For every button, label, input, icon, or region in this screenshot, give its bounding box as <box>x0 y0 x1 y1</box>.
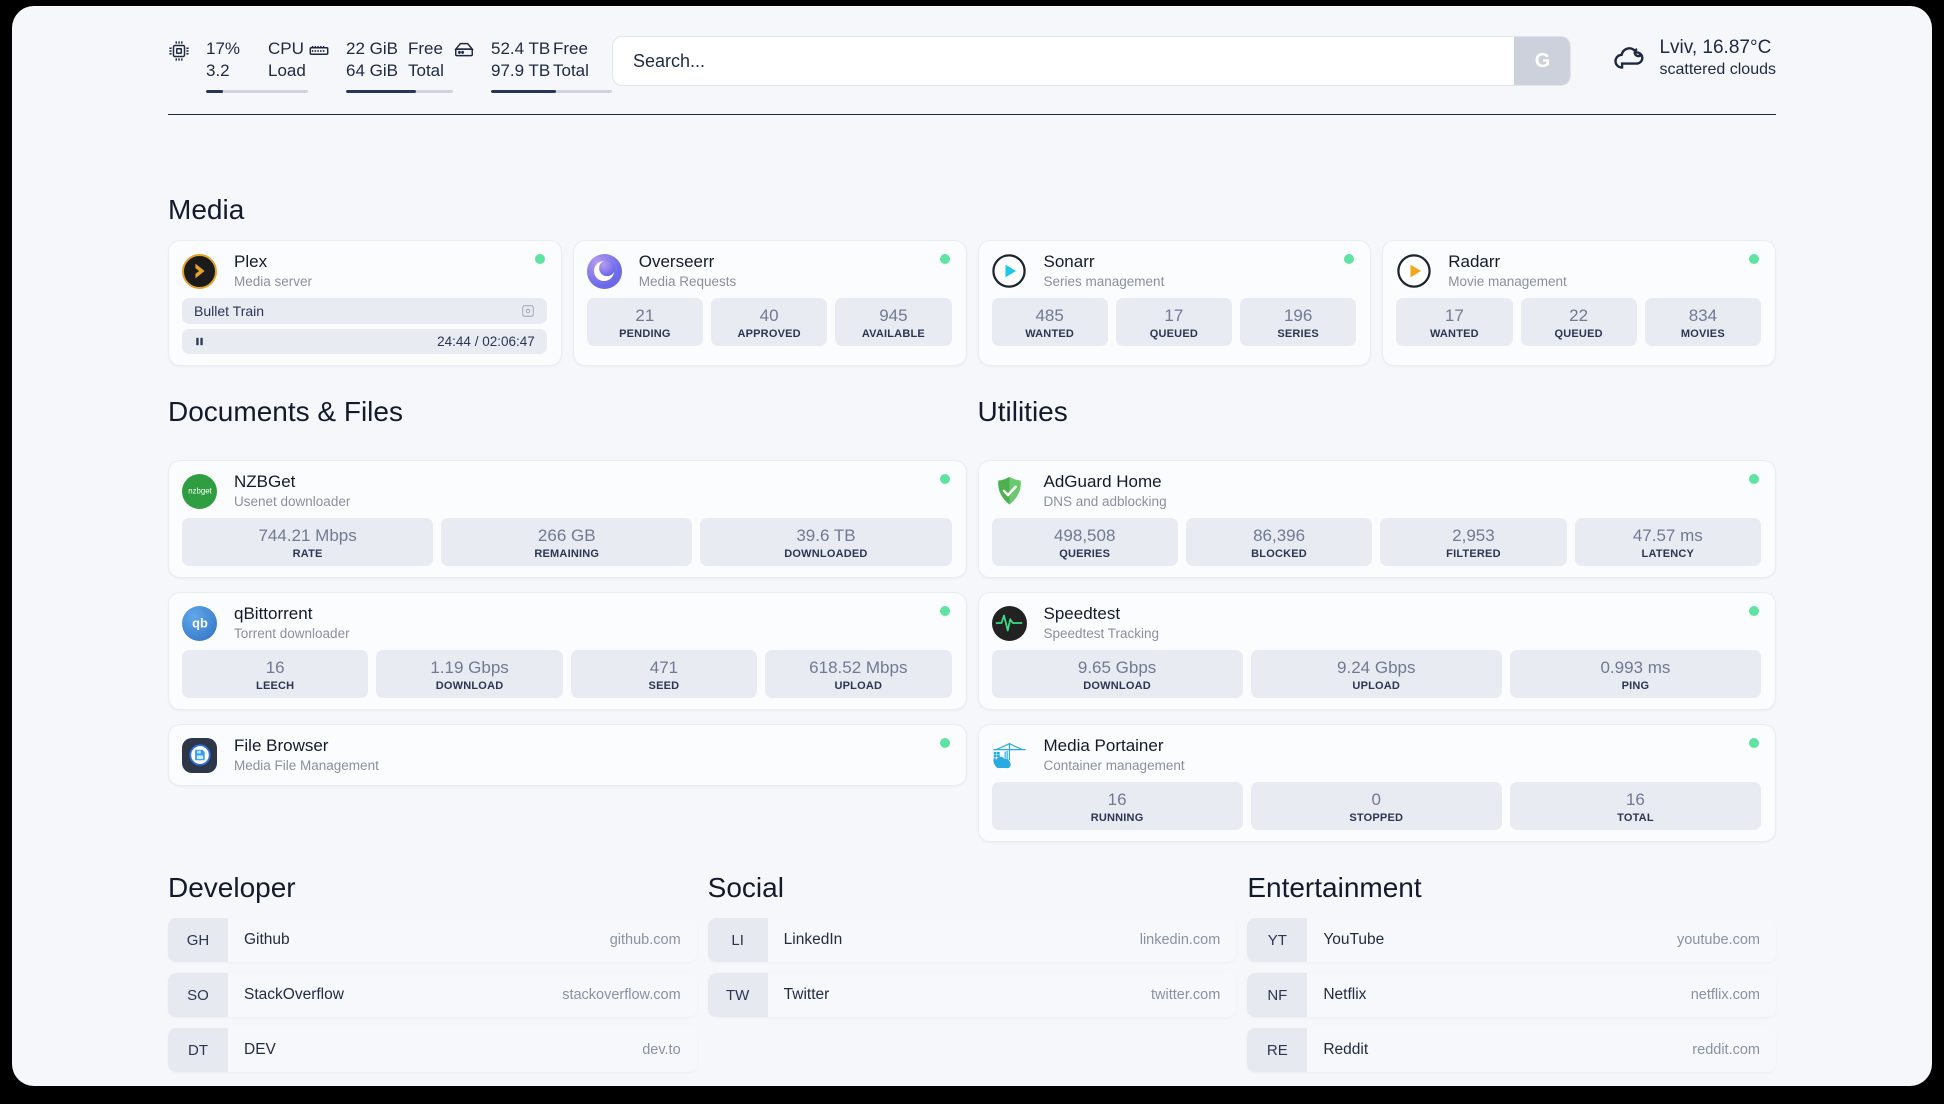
svg-text:qb: qb <box>192 616 208 631</box>
svg-text:nzbget: nzbget <box>188 486 212 495</box>
